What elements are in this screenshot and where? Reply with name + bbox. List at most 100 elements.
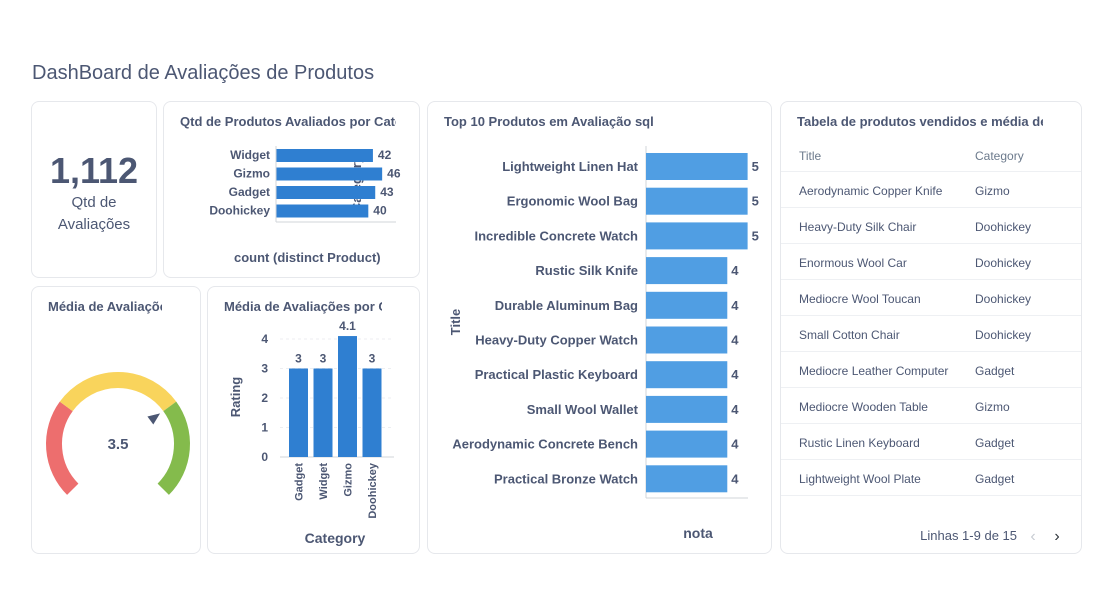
top10-bar[interactable] [646, 291, 728, 319]
gauge-chart: 3.5 [46, 372, 190, 495]
table-row[interactable]: Heavy-Duty Silk Chair Doohickey [781, 208, 1081, 244]
top10-bar[interactable] [646, 187, 748, 215]
table-row[interactable]: Mediocre Wooden Table Gizmo [781, 388, 1081, 424]
top10-tick-label: Practical Bronze Watch [494, 471, 638, 486]
cell-category: Doohickey [975, 292, 1032, 306]
products-table-title[interactable]: Tabela de produtos vendidos e média de a… [797, 114, 1043, 129]
top10-card[interactable]: Top 10 Produtos em Avaliação sql Title L… [427, 101, 772, 554]
rating-tick-label: 2 [261, 391, 268, 405]
top10-value-label: 5 [752, 159, 759, 174]
rating-bar[interactable] [362, 368, 382, 458]
products-table-card[interactable]: Tabela de produtos vendidos e média de a… [780, 101, 1082, 554]
top10-chart: Title Lightweight Linen Hat 5 Ergonomic Wo… [448, 146, 759, 541]
top10-tick-label: Aerodynamic Concrete Bench [452, 437, 638, 452]
gauge-needle [147, 413, 161, 425]
top10-value-label: 4 [731, 298, 739, 313]
cell-title: Enormous Wool Car [799, 256, 907, 270]
rating-category-label: Widget [318, 463, 330, 500]
table-row[interactable]: Lightweight Wool Plate Gadget [781, 460, 1081, 496]
table-row[interactable]: Aerodynamic Copper Knife Gizmo [781, 172, 1081, 208]
category-count-value-label: 40 [373, 204, 387, 218]
top10-value-label: 4 [731, 471, 739, 486]
rating-category-label: Gizmo [343, 463, 355, 497]
top10-value-label: 4 [731, 437, 739, 452]
category-count-bar[interactable] [276, 149, 373, 162]
table-row[interactable]: Rustic Linen Keyboard Gadget [781, 424, 1081, 460]
top10-tick-label: Practical Plastic Keyboard [475, 367, 638, 382]
cell-category: Gizmo [975, 184, 1010, 198]
scalar-label-line2: Avaliações [57, 216, 131, 233]
table-row[interactable]: Mediocre Leather Computer Gadget [781, 352, 1081, 388]
top10-value-label: 4 [731, 402, 739, 417]
cell-category: Gadget [975, 364, 1015, 378]
top10-value-label: 4 [731, 333, 739, 348]
rating-ylabel: Rating [228, 377, 243, 418]
top10-tick-label: Heavy-Duty Copper Watch [475, 333, 638, 348]
category-count-bar[interactable] [276, 167, 383, 181]
top10-xlabel: nota [683, 525, 713, 541]
top10-bar[interactable] [646, 153, 748, 180]
top10-bar[interactable] [646, 430, 728, 458]
category-count-value-label: 42 [378, 148, 392, 162]
column-header-category[interactable]: Category [975, 149, 1024, 163]
rating-bar[interactable] [338, 336, 357, 457]
category-count-value-label: 43 [380, 185, 394, 199]
rating-bar[interactable] [313, 368, 333, 458]
cell-title: Rustic Linen Keyboard [799, 436, 920, 450]
top10-bar[interactable] [646, 326, 728, 354]
gauge-title[interactable]: Média de Avaliações [48, 299, 162, 314]
rating-tick-label: 1 [261, 421, 268, 435]
scalar-card[interactable]: 1,112 Qtd de Avaliações [31, 101, 157, 278]
rating-tick-label: 4 [261, 332, 268, 346]
table-row[interactable]: Small Cotton Chair Doohickey [781, 316, 1081, 352]
rating-value-label: 3 [320, 352, 327, 366]
gauge-card[interactable]: Média de Avaliações 3.5 [31, 286, 201, 554]
cell-title: Small Cotton Chair [799, 328, 900, 342]
top10-tick-label: Rustic Silk Knife [535, 263, 638, 278]
top10-ylabel: Title [448, 309, 463, 336]
table-row[interactable]: Mediocre Wool Toucan Doohickey [781, 280, 1081, 316]
rating-by-category-title[interactable]: Média de Avaliações por Categoria [224, 299, 382, 314]
rating-category-label: Gadget [294, 463, 306, 501]
rating-bar[interactable] [289, 368, 308, 458]
cell-title: Mediocre Leather Computer [799, 364, 949, 378]
top10-tick-label: Incredible Concrete Watch [475, 228, 639, 243]
top10-bar[interactable] [646, 465, 728, 493]
category-count-bar[interactable] [276, 204, 369, 218]
top10-bar[interactable] [646, 361, 728, 389]
scalar-value: 1,112 [49, 150, 139, 191]
category-count-bar[interactable] [276, 186, 376, 199]
rating-value-label: 4.1 [339, 319, 356, 333]
cell-title: Heavy-Duty Silk Chair [799, 220, 917, 234]
cell-category: Doohickey [975, 328, 1032, 342]
category-count-tick-label: Gizmo [233, 167, 270, 181]
top10-title[interactable]: Top 10 Produtos em Avaliação sql [444, 114, 654, 129]
category-count-tick-label: Widget [230, 148, 270, 162]
rating-value-label: 3 [295, 352, 302, 366]
column-header-title[interactable]: Title [799, 149, 822, 163]
cell-category: Gadget [975, 472, 1015, 486]
top10-bar[interactable] [646, 222, 748, 250]
top10-bar[interactable] [646, 395, 728, 423]
cell-title: Lightweight Wool Plate [799, 472, 921, 486]
cell-category: Doohickey [975, 256, 1032, 270]
chevron-left-icon[interactable]: ‹ [1030, 528, 1036, 545]
top10-tick-label: Lightweight Linen Hat [502, 159, 638, 174]
top10-value-label: 5 [752, 194, 759, 209]
top10-value-label: 4 [731, 263, 739, 278]
top10-value-label: 5 [752, 228, 759, 243]
rating-value-label: 3 [369, 352, 376, 366]
category-count-tick-label: Gadget [229, 185, 270, 199]
chevron-right-icon[interactable]: › [1054, 528, 1060, 545]
rating-xlabel: Category [305, 530, 366, 546]
rating-by-category-card[interactable]: Média de Avaliações por Categoria Rating… [207, 286, 420, 554]
top10-tick-label: Durable Aluminum Bag [495, 298, 638, 313]
top10-bar[interactable] [646, 257, 728, 285]
category-count-title[interactable]: Qtd de Produtos Avaliados por Categoria [180, 114, 396, 129]
category-count-ylabel: Category [349, 155, 364, 212]
table-row[interactable]: Enormous Wool Car Doohickey [781, 244, 1081, 280]
gauge-segment [59, 372, 177, 412]
category-count-card[interactable]: Qtd de Produtos Avaliados por Categoria … [163, 101, 420, 278]
gauge-value-label: 3.5 [108, 436, 129, 453]
